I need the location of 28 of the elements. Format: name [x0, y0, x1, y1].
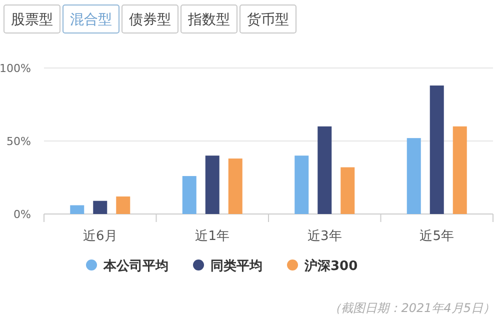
bar — [182, 176, 196, 214]
y-tick-label: 100% — [0, 62, 31, 75]
bar — [340, 167, 355, 214]
bar — [430, 86, 444, 214]
x-tick-label: 近6月 — [82, 229, 118, 244]
x-tick-label: 近1年 — [195, 229, 230, 244]
legend-label: 本公司平均 — [102, 259, 168, 274]
bar — [294, 156, 309, 214]
y-tick-label: 0% — [14, 208, 31, 221]
text: （截图日期：2021年4月5日） — [329, 301, 495, 315]
x-tick-label: 近3年 — [307, 229, 342, 244]
bar — [93, 200, 108, 214]
bar — [116, 196, 130, 214]
bar — [205, 156, 220, 214]
bar — [318, 126, 332, 214]
text: 货币型 — [247, 12, 289, 28]
text: 混合型 — [70, 12, 112, 28]
bar — [228, 158, 242, 214]
text: 股票型 — [11, 12, 53, 28]
legend-label: 沪深300 — [304, 258, 358, 274]
bar — [452, 126, 467, 214]
text: 债券型 — [129, 12, 171, 28]
x-tick-label: 近5年 — [420, 229, 454, 244]
y-tick-label: 50% — [6, 135, 31, 148]
text: 指数型 — [187, 12, 230, 28]
bar — [406, 138, 421, 214]
bar — [70, 205, 84, 214]
legend-label: 同类平均 — [210, 259, 262, 274]
